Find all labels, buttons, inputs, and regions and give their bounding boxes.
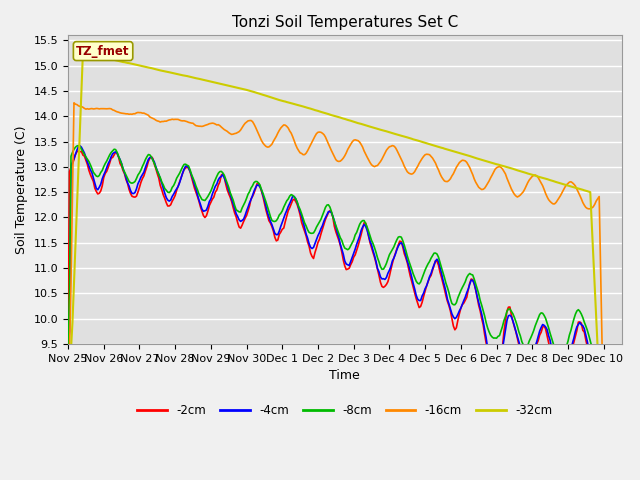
Legend: -2cm, -4cm, -8cm, -16cm, -32cm: -2cm, -4cm, -8cm, -16cm, -32cm — [132, 399, 557, 421]
X-axis label: Time: Time — [330, 369, 360, 382]
Title: Tonzi Soil Temperatures Set C: Tonzi Soil Temperatures Set C — [232, 15, 458, 30]
Text: TZ_fmet: TZ_fmet — [76, 45, 130, 58]
Y-axis label: Soil Temperature (C): Soil Temperature (C) — [15, 125, 28, 254]
